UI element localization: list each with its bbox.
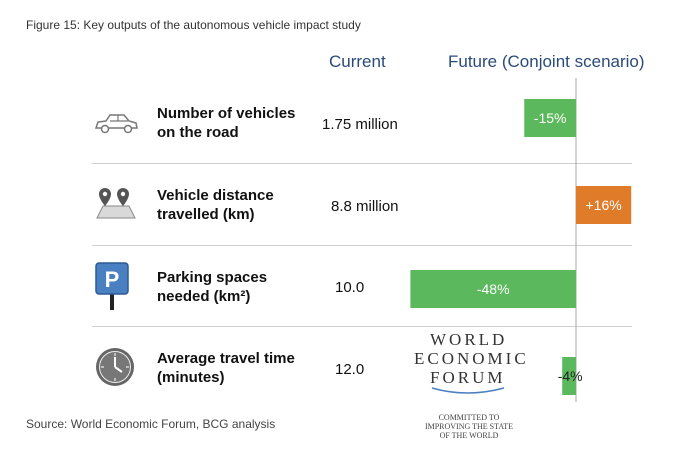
bar-label-3: -4% <box>558 368 583 384</box>
car-icon <box>92 110 140 141</box>
map-pin-icon <box>93 184 139 225</box>
current-column-header: Current <box>329 52 386 71</box>
row-label-travel-time: Average travel time (minutes) <box>157 350 295 386</box>
current-value-vehicles: 1.75 million <box>322 116 398 133</box>
figure-title: Figure 15: Key outputs of the autonomous… <box>26 18 361 32</box>
clock-icon <box>95 347 135 392</box>
row-separator <box>92 326 632 327</box>
current-value-distance: 8.8 million <box>331 198 399 215</box>
current-value-parking: 10.0 <box>335 279 365 296</box>
source-note: Source: World Economic Forum, BCG analys… <box>26 417 276 431</box>
bar-0 <box>524 99 576 137</box>
wef-tagline: COMMITTED TO IMPROVING THE STATE OF THE … <box>424 413 514 440</box>
row-separator <box>92 163 632 164</box>
future-column-header: Future (Conjoint scenario) <box>448 52 645 71</box>
bar-1 <box>576 186 632 224</box>
wef-logo: WORLD ECONOMIC FORUM <box>412 330 527 398</box>
bar-3 <box>562 357 576 395</box>
bar-label-2: -48% <box>477 281 510 297</box>
row-label-vehicles: Number of vehicles on the road <box>157 105 296 141</box>
row-label-parking: Parking spaces needed (km²) <box>157 269 268 305</box>
svg-text:P: P <box>105 267 120 292</box>
current-value-travel-time: 12.0 <box>335 361 365 378</box>
parking-icon: P <box>95 262 129 317</box>
bar-2 <box>410 270 576 308</box>
row-label-distance: Vehicle distance travelled (km) <box>157 187 274 223</box>
bar-label-0: -15% <box>534 110 567 126</box>
row-separator <box>92 245 632 246</box>
bar-label-1: +16% <box>585 197 621 213</box>
